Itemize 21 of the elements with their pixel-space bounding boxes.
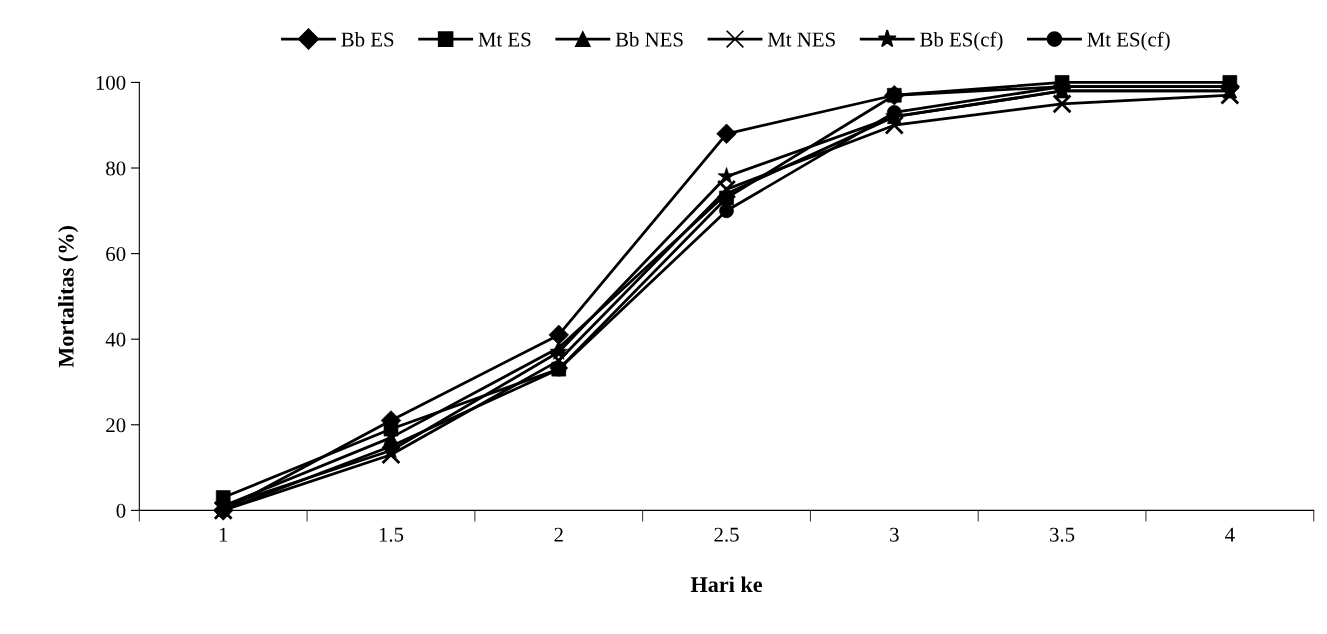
legend-label: Mt NES: [767, 32, 835, 47]
y-tick-label: 60: [106, 246, 126, 262]
y-tick-label: 80: [106, 161, 126, 176]
x-tick-label: 1: [219, 527, 228, 542]
legend-label: Bb ES(cf): [920, 31, 1003, 51]
x-axis-title: Hari ke: [690, 576, 763, 593]
x-tick-label: 4: [1225, 527, 1235, 542]
legend-label: Bb ES: [341, 31, 394, 47]
x-tick-label: 3.5: [1050, 527, 1075, 542]
y-tick-label: 40: [105, 332, 126, 347]
x-tick-label: 3: [890, 527, 899, 542]
legend-label: Mt ES(cf): [1087, 31, 1170, 51]
y-tick-label: 0: [116, 503, 126, 518]
x-tick-label: 2: [554, 527, 563, 542]
y-tick-label: 20: [106, 418, 126, 433]
y-axis-title: Mortalitas (%): [58, 226, 79, 368]
y-tick-label: 100: [96, 75, 126, 90]
legend-label: Bb NES: [615, 31, 683, 47]
x-tick-label: 2.5: [714, 527, 739, 542]
x-tick-label: 1.5: [379, 527, 404, 542]
legend-label: Mt ES: [478, 32, 531, 47]
